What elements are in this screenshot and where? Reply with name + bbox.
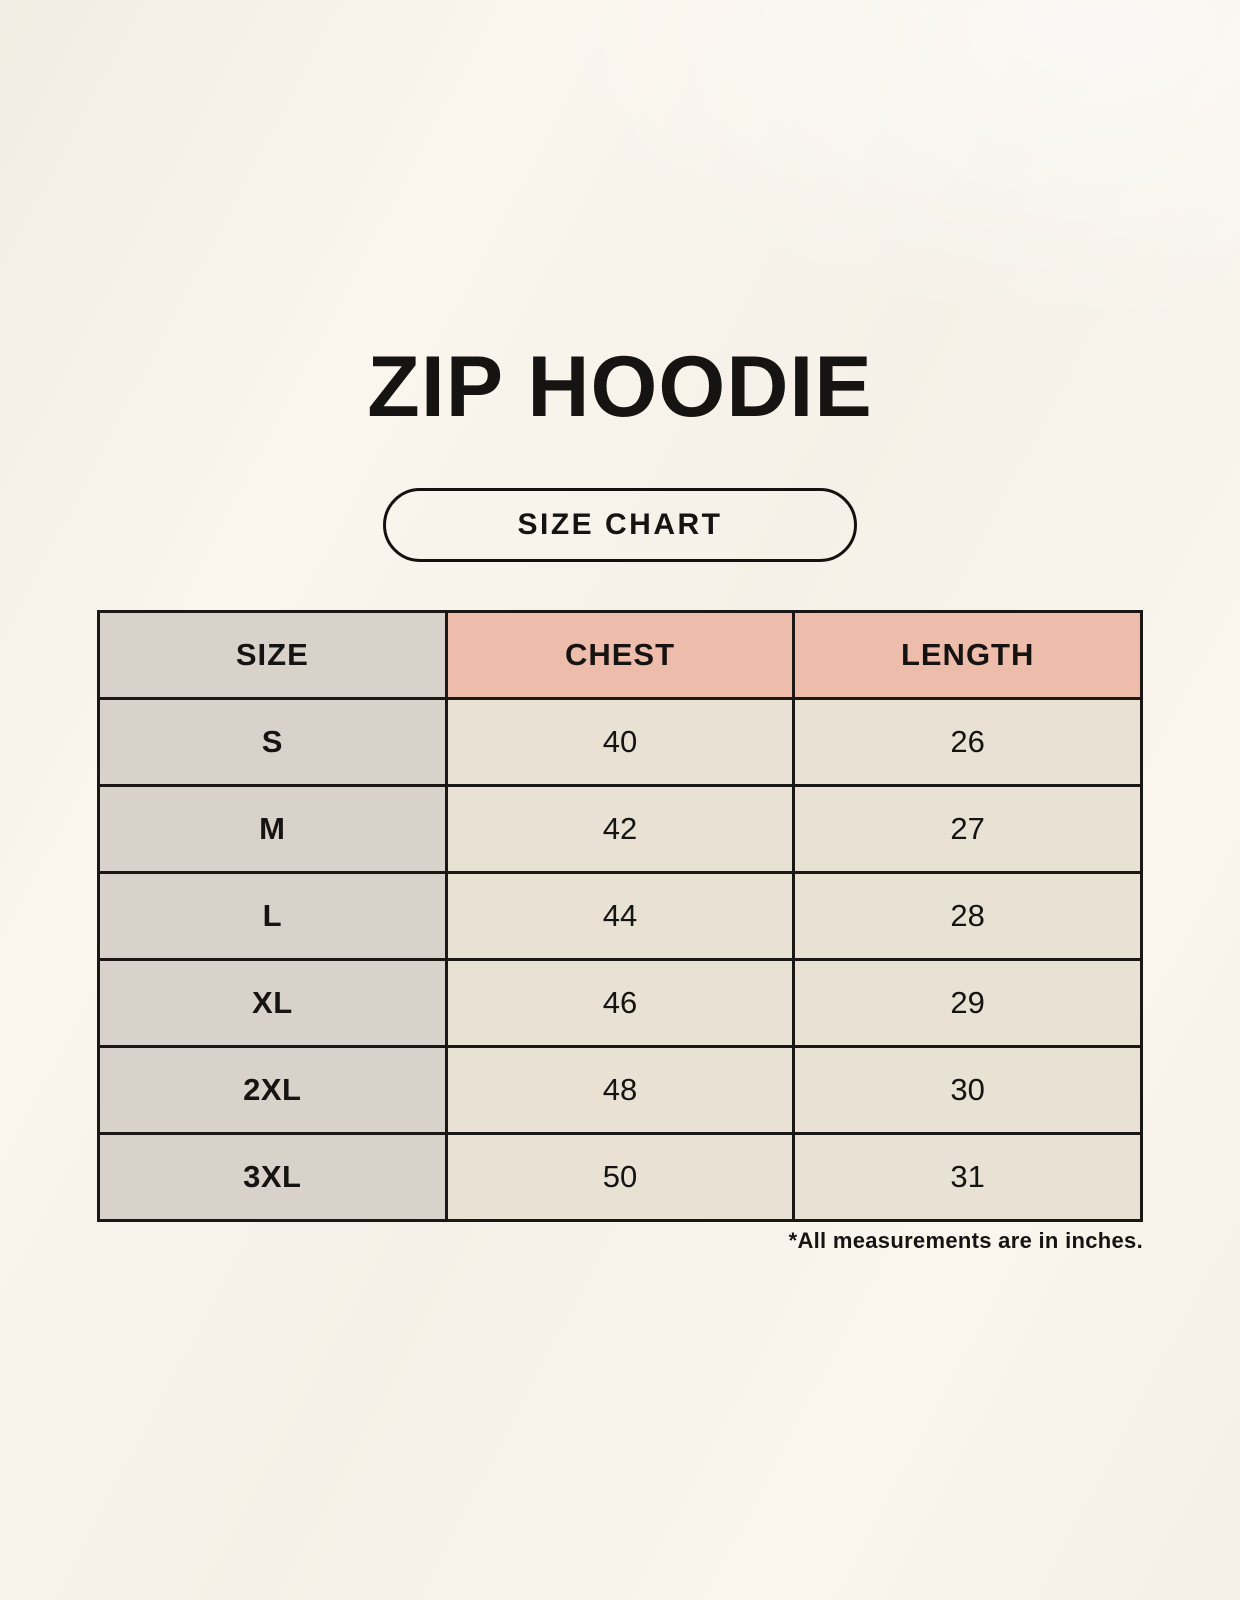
size-cell: 3XL: [97, 1132, 448, 1222]
column-header-size: SIZE: [97, 610, 448, 700]
size-cell: S: [97, 697, 448, 787]
size-cell: 2XL: [97, 1045, 448, 1135]
size-chart-table: SIZE CHEST LENGTH S 40 26 M 42 27 L 44 2…: [97, 610, 1143, 1222]
table-row: 2XL 48 30: [97, 1045, 1143, 1135]
length-cell: 29: [792, 958, 1143, 1048]
table-row: XL 46 29: [97, 958, 1143, 1048]
table-row: S 40 26: [97, 697, 1143, 787]
length-cell: 28: [792, 871, 1143, 961]
size-cell: M: [97, 784, 448, 874]
table-body: S 40 26 M 42 27 L 44 28 XL 46 29 2XL 48: [97, 697, 1143, 1222]
table-row: L 44 28: [97, 871, 1143, 961]
table-header: SIZE CHEST LENGTH: [97, 610, 1143, 700]
length-cell: 26: [792, 697, 1143, 787]
length-cell: 30: [792, 1045, 1143, 1135]
measurements-footnote: *All measurements are in inches.: [788, 1228, 1143, 1253]
size-chart-button[interactable]: SIZE CHART: [383, 488, 857, 562]
length-cell: 27: [792, 784, 1143, 874]
chest-cell: 44: [444, 871, 796, 961]
table-row: M 42 27: [97, 784, 1143, 874]
column-header-length: LENGTH: [792, 610, 1143, 700]
column-header-chest: CHEST: [444, 610, 796, 700]
length-cell: 31: [792, 1132, 1143, 1222]
chest-cell: 46: [444, 958, 796, 1048]
chest-cell: 50: [444, 1132, 796, 1222]
chest-cell: 48: [444, 1045, 796, 1135]
page-title: ZIP HOODIE: [367, 339, 873, 435]
chest-cell: 42: [444, 784, 796, 874]
table-row: 3XL 50 31: [97, 1132, 1143, 1222]
size-cell: XL: [97, 958, 448, 1048]
size-cell: L: [97, 871, 448, 961]
chest-cell: 40: [444, 697, 796, 787]
table-header-row: SIZE CHEST LENGTH: [97, 610, 1143, 700]
size-chart-button-label: SIZE CHART: [517, 508, 723, 541]
